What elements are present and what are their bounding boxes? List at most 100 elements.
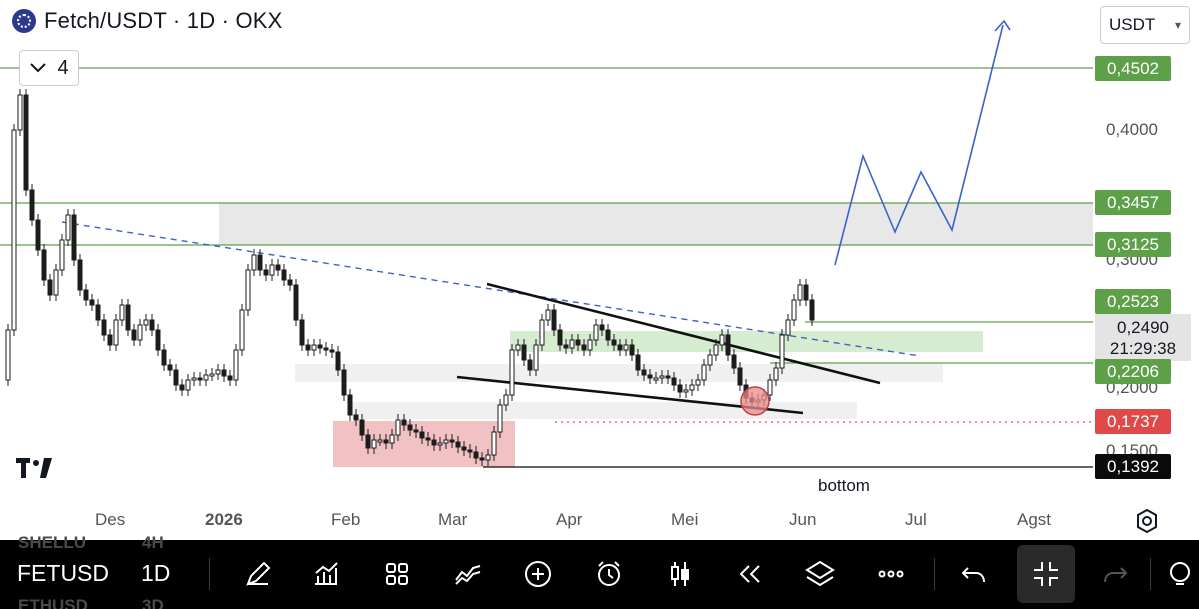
candle-body [173,369,179,386]
currency-value: USDT [1109,15,1156,34]
replay-button[interactable] [727,554,771,594]
interval-selector[interactable]: 1D [141,560,171,586]
wedge-upper-line [486,282,881,385]
chevron-down-icon: ▾ [1174,18,1181,32]
candle-body [137,324,143,341]
candle-body [59,239,65,271]
candle-body [233,349,239,381]
candle-body [101,319,107,336]
draw-button[interactable] [236,554,280,594]
time-label: Agst [1017,510,1052,529]
redo-icon [1104,567,1128,583]
symbol-selector[interactable]: FETUSD [17,560,109,586]
candle-body [287,279,293,286]
compare-button[interactable] [446,554,490,594]
candle-body [89,299,95,306]
add-button[interactable] [516,554,560,594]
candle-body [491,431,497,456]
candle-body [275,264,281,271]
alert-button[interactable] [587,554,631,594]
candle-body [647,374,653,379]
candle-body [365,434,371,449]
layout-icon [386,563,408,585]
candle-body [719,334,725,346]
projection-arrowhead [994,19,1011,32]
symbol-title[interactable]: Fetch/USDT · 1D · OKX [44,8,283,33]
candle-body [725,334,731,356]
candle-body [191,377,197,381]
bottom-toolbar: SHELLU 4H ETHUSD 3D FETUSD 1D [0,533,1199,609]
candle-body [671,377,677,386]
indicators-collapse-button[interactable]: 4 [19,50,79,86]
layout-button[interactable] [375,554,419,594]
zone-gray-1 [295,364,943,382]
candle-body [791,299,797,321]
candle-body [353,414,359,421]
candle-body [113,319,119,346]
candle-body [47,279,53,296]
fullscreen-exit-icon [1034,562,1058,586]
candle-body [281,269,287,281]
candle-body [167,364,173,371]
candle-body [563,344,569,349]
candle-body [809,299,815,321]
bottom-annotation: bottom [818,476,870,495]
candle-body [479,457,485,461]
candle-body [65,214,71,241]
candle-body [623,344,629,351]
candle-body [515,344,521,351]
candle-body [509,349,515,396]
indicators-icon [315,562,338,585]
candle-body [635,354,641,371]
redo-button[interactable] [1093,554,1137,594]
candle-body [227,375,233,381]
more-icon [878,570,904,578]
time-label: Mei [671,510,699,529]
time-axis[interactable]: Des 2026 Feb Mar Apr Mei Jun Jul Agst [0,510,1199,534]
candle-body [341,369,347,396]
undo-button[interactable] [952,554,996,594]
price-tag: 0,2206 [1095,359,1171,384]
indicators-button[interactable] [304,554,348,594]
candle-body [221,369,227,377]
candle-body [689,384,695,391]
candle-body [467,449,473,453]
candle-body [29,189,35,221]
compare-icon [455,565,481,585]
more-button[interactable] [869,554,913,594]
candle-body [449,439,455,443]
candle-body [161,349,167,366]
candle-body [371,439,377,449]
layers-button[interactable] [798,554,842,594]
ghost-interval-row: 4H [142,533,164,552]
candle-body [797,284,803,301]
candle-body [125,304,131,331]
toolbar-divider [209,558,210,590]
candle-body [443,439,449,444]
candle-body [413,429,419,433]
chart-type-button[interactable] [658,554,702,594]
candle-body [431,439,437,446]
candle-body [257,254,263,271]
candle-body [569,339,575,349]
chart-header[interactable]: Fetch/USDT · 1D · OKX [12,8,283,34]
candle-body [599,324,605,331]
candle-body [605,329,611,341]
currency-select[interactable]: USDT ▾ [1100,6,1190,44]
price-chart[interactable] [0,0,1199,540]
candle-body [71,214,77,261]
fullscreen-exit-button[interactable] [1017,545,1075,603]
price-tag: 0,4502 [1095,56,1171,81]
candle-body [641,369,647,376]
price-tag: 0,2523 [1095,289,1171,314]
candle-body [401,419,407,426]
chart-area[interactable]: Fetch/USDT · 1D · OKX 4 USDT ▾ 0,4000 0,… [0,0,1199,540]
candle-body [731,354,737,369]
candle-body [653,377,659,381]
candle-body [407,424,413,431]
time-label: Jul [905,510,927,529]
chart-settings-icon[interactable] [1134,508,1160,534]
extra-tool-button[interactable] [1164,554,1199,594]
candle-body [497,404,503,433]
candle-body [473,451,479,459]
